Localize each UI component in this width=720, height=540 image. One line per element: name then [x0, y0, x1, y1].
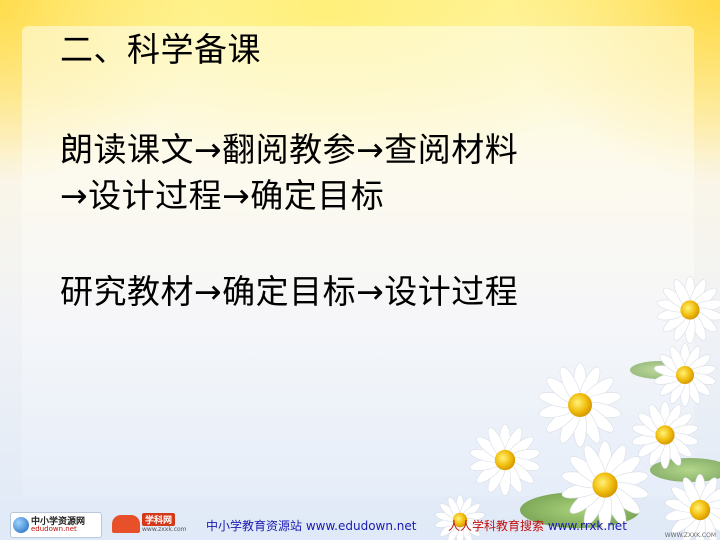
flower-center	[452, 512, 468, 528]
zxxk-mark-icon	[112, 515, 140, 533]
zxxk-logo-title: 学科网	[142, 513, 176, 526]
daisy-flower	[664, 474, 720, 540]
daisy-flower	[538, 362, 622, 448]
rrxk-site-label: 人人学科教育搜索	[448, 519, 545, 533]
rrxk-site-link[interactable]: 人人学科教育搜索 www.rrxk.net	[448, 517, 627, 534]
flower-center	[676, 366, 694, 384]
flower-center	[592, 472, 618, 498]
daisy-flower	[469, 424, 541, 496]
text-line-3: 研究教材→确定目标→设计过程	[60, 272, 519, 311]
daisy-flower	[561, 440, 649, 530]
daisy-flower	[631, 401, 699, 469]
zxxk-logo-sub: www.zxxk.com	[142, 526, 187, 533]
watermark: WWW.ZXXK.COM	[664, 532, 716, 539]
footer-bar: 中小学资源网 edudown.net 学科网 www.zxxk.com 中小学教…	[0, 508, 720, 540]
slide-heading: 二、科学备课	[60, 30, 261, 69]
globe-icon	[13, 517, 29, 533]
daisy-flower	[435, 494, 485, 540]
edudown-logo-title: 中小学资源网	[31, 517, 86, 527]
flower-center	[655, 425, 675, 445]
zxxk-logo[interactable]: 学科网 www.zxxk.com	[112, 512, 187, 536]
daisy-flower	[653, 343, 717, 407]
rrxk-site-url: www.rrxk.net	[547, 519, 627, 533]
flower-center	[568, 393, 592, 417]
edudown-logo[interactable]: 中小学资源网 edudown.net	[10, 512, 102, 538]
daisy-flowers-decoration	[435, 276, 720, 540]
flower-center	[494, 449, 516, 471]
text-line-2: →设计过程→确定目标	[60, 176, 385, 215]
flower-center	[689, 499, 711, 521]
flower-center	[680, 300, 700, 320]
edudown-logo-sub: edudown.net	[31, 525, 77, 533]
text-line-1: 朗读课文→翻阅教参→查阅材料	[60, 130, 519, 169]
daisy-flower	[656, 276, 720, 344]
edudown-site-link[interactable]: 中小学教育资源站 www.edudown.net	[206, 519, 417, 533]
